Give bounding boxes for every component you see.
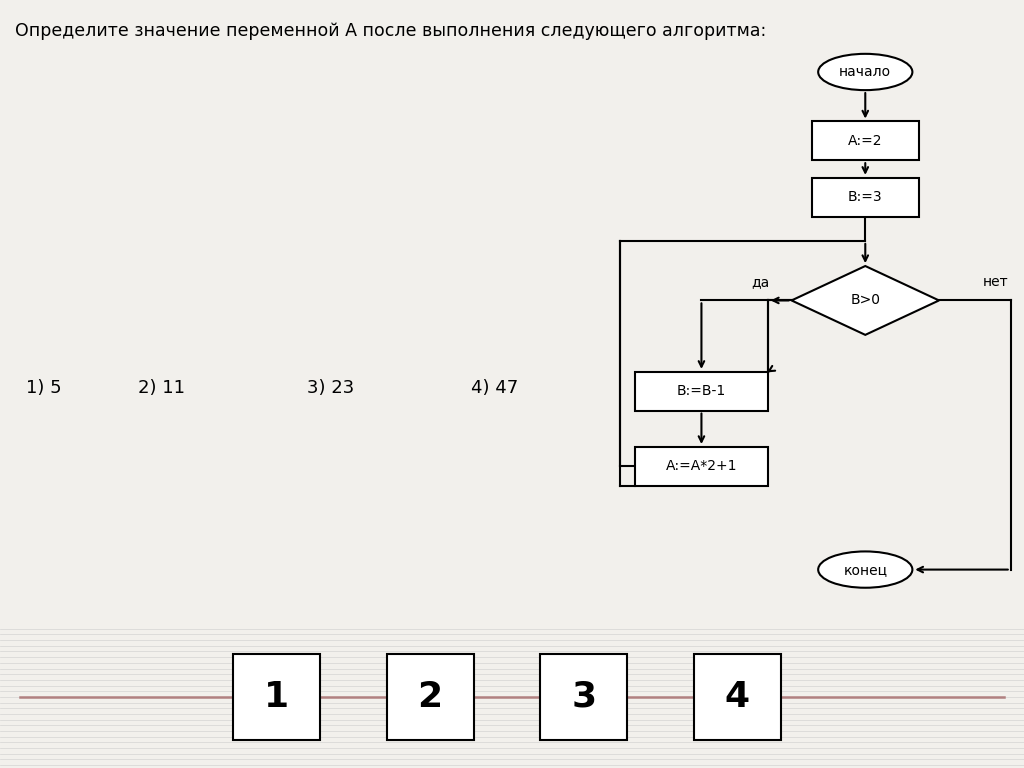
Text: 1: 1 [264,680,289,714]
Text: А:=2: А:=2 [848,134,883,147]
Bar [635,447,768,485]
Text: 2) 11: 2) 11 [138,379,185,397]
Bar [694,654,780,740]
Text: В:=3: В:=3 [848,190,883,204]
Text: нет: нет [982,275,1009,289]
Bar [387,654,473,740]
Text: конец: конец [844,563,887,577]
Bar [811,121,920,161]
Text: начало: начало [840,65,891,79]
Text: В:=В-1: В:=В-1 [677,384,726,398]
Text: да: да [752,275,770,289]
Text: 3: 3 [571,680,596,714]
Text: В>0: В>0 [850,293,881,307]
Bar [233,654,319,740]
Text: Определите значение переменной А после выполнения следующего алгоритма:: Определите значение переменной А после в… [15,22,767,40]
Text: 1) 5: 1) 5 [26,379,61,397]
Text: 4) 47: 4) 47 [471,379,518,397]
Ellipse shape [818,54,912,90]
Polygon shape [792,266,939,335]
Text: 4: 4 [725,680,750,714]
Text: 2: 2 [418,680,442,714]
Text: 3) 23: 3) 23 [307,379,354,397]
Ellipse shape [818,551,912,588]
Bar [811,177,920,217]
Text: А:=А*2+1: А:=А*2+1 [666,459,737,473]
Bar [635,372,768,411]
Bar [541,654,627,740]
